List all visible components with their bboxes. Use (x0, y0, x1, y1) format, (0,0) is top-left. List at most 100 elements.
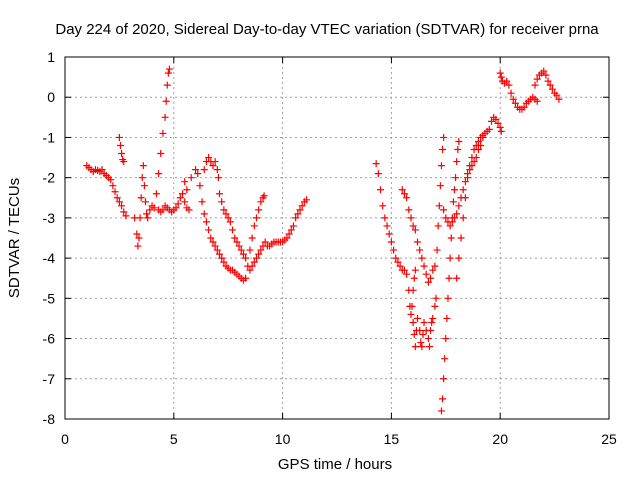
data-point (417, 339, 425, 347)
data-point (187, 174, 195, 182)
data-point (213, 166, 221, 174)
data-point (470, 158, 478, 166)
data-point (439, 146, 447, 154)
data-point (163, 81, 171, 89)
data-point (283, 234, 291, 242)
data-point (509, 95, 517, 103)
data-point (542, 71, 550, 79)
data-point (255, 206, 263, 214)
y-tick-label: -4 (43, 250, 56, 266)
y-tick-label: -2 (43, 170, 56, 186)
data-point (540, 67, 548, 75)
data-point (143, 210, 151, 218)
data-point (138, 174, 146, 182)
data-point (229, 226, 237, 234)
data-point (202, 218, 210, 226)
data-point (496, 123, 504, 131)
data-point (252, 214, 260, 222)
data-point (162, 97, 170, 105)
data-point (418, 254, 426, 262)
data-point (448, 218, 456, 226)
data-point (237, 246, 245, 254)
data-point (196, 182, 204, 190)
data-points (83, 65, 563, 415)
data-point (246, 246, 254, 254)
data-point (98, 166, 106, 174)
data-point (248, 234, 256, 242)
data-point (444, 294, 452, 302)
x-tick-label: 5 (170, 431, 178, 447)
data-point (205, 154, 213, 162)
data-point (218, 198, 226, 206)
chart-title: Day 224 of 2020, Sidereal Day-to-day VTE… (55, 21, 599, 38)
data-point (437, 407, 445, 415)
data-point (414, 238, 422, 246)
data-point (494, 119, 502, 127)
data-point (419, 331, 427, 339)
data-point (497, 127, 505, 135)
data-point (159, 206, 167, 214)
data-point (392, 254, 400, 262)
data-point (455, 137, 463, 145)
data-point (257, 246, 265, 254)
data-point (222, 210, 230, 218)
data-point (116, 141, 124, 149)
data-point (246, 266, 254, 274)
data-point (425, 343, 433, 351)
data-point (136, 214, 144, 222)
data-point (303, 196, 311, 204)
data-point (531, 81, 539, 89)
data-point (118, 202, 126, 210)
data-point (255, 250, 263, 258)
data-point (418, 343, 426, 351)
data-point (454, 146, 462, 154)
data-point (466, 162, 474, 170)
y-tick-label: 0 (47, 89, 55, 105)
data-point (505, 81, 513, 89)
data-point (407, 310, 415, 318)
data-point (411, 266, 419, 274)
data-point (137, 194, 145, 202)
data-point (437, 162, 445, 170)
data-point (511, 99, 519, 107)
data-point (394, 258, 402, 266)
data-point (176, 194, 184, 202)
data-point (139, 162, 147, 170)
data-point (442, 214, 450, 222)
data-point (134, 242, 142, 250)
data-point (405, 206, 413, 214)
y-tick-label: -1 (43, 129, 56, 145)
x-tick-label: 15 (384, 431, 400, 447)
data-point (226, 218, 234, 226)
data-point (211, 158, 219, 166)
y-tick-labels: 1 0 -1 -2 -3 -4 -5 -6 -7 -8 (43, 49, 56, 427)
data-point (157, 150, 165, 158)
data-point (441, 355, 449, 363)
data-point (414, 314, 422, 322)
data-point (120, 208, 128, 216)
data-point (239, 250, 247, 258)
data-point (424, 335, 432, 343)
data-point (398, 186, 406, 194)
data-point (242, 254, 250, 262)
data-point (161, 113, 169, 121)
x-tick-label: 0 (61, 431, 69, 447)
data-point (390, 246, 398, 254)
data-point (453, 274, 461, 282)
data-point (436, 182, 444, 190)
data-point (113, 194, 121, 202)
data-point (434, 222, 442, 230)
data-point (192, 166, 200, 174)
data-point (107, 176, 115, 184)
data-point (429, 314, 437, 322)
data-point (451, 214, 459, 222)
data-point (439, 395, 447, 403)
data-point (250, 222, 258, 230)
data-point (379, 202, 387, 210)
data-point (200, 210, 208, 218)
data-point (152, 190, 160, 198)
data-point (198, 198, 206, 206)
data-point (443, 314, 451, 322)
data-point (260, 192, 268, 200)
